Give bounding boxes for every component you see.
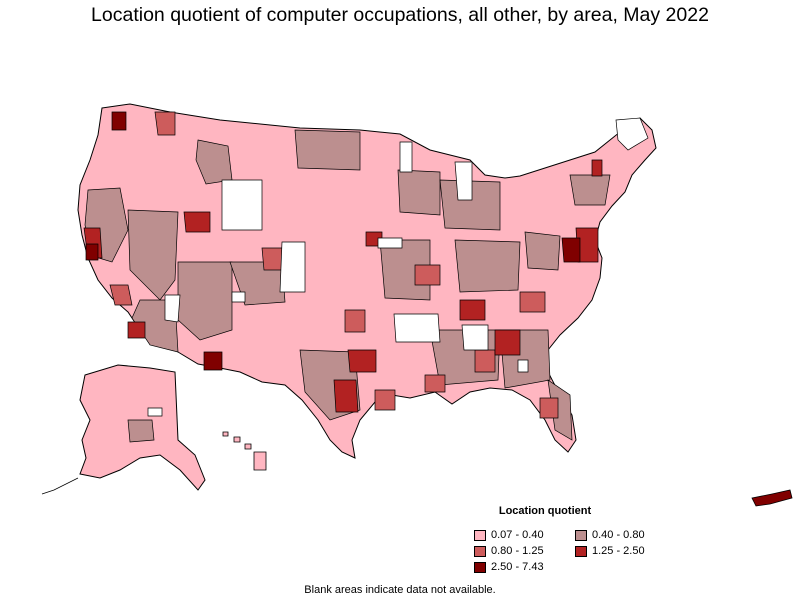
hawaii (222, 431, 267, 471)
legend-swatch-4 (575, 545, 587, 557)
legend-label-3: 0.80 - 1.25 (491, 545, 544, 557)
darkest-areas (85, 111, 581, 371)
legend-label-4: 1.25 - 2.50 (592, 545, 645, 557)
puerto-rico (751, 489, 793, 507)
legend-swatch-1 (474, 529, 486, 541)
blank-areas (164, 117, 649, 373)
legend-label-5: 2.50 - 7.43 (491, 561, 544, 573)
legend-title: Location quotient (498, 505, 592, 517)
legend-item-2: 0.40 - 0.80 (575, 529, 645, 541)
legend-label-1: 0.07 - 0.40 (491, 529, 544, 541)
legend-swatch-5 (474, 561, 486, 573)
legend-swatch-2 (575, 529, 587, 541)
alaska-anchorage-area (127, 419, 155, 443)
medium-areas (109, 111, 559, 419)
map-title: Location quotient of computer occupation… (91, 4, 709, 26)
footnote: Blank areas indicate data not available. (304, 584, 496, 596)
legend-swatch-3 (474, 545, 486, 557)
alaska-blank-area (147, 407, 163, 417)
legend-label-2: 0.40 - 0.80 (592, 529, 645, 541)
legend-item-5: 2.50 - 7.43 (474, 561, 544, 573)
legend-item-1: 0.07 - 0.40 (474, 529, 544, 541)
legend-item-4: 1.25 - 2.50 (575, 545, 645, 557)
aleutian-islands (41, 477, 79, 495)
legend-item-3: 0.80 - 1.25 (474, 545, 544, 557)
